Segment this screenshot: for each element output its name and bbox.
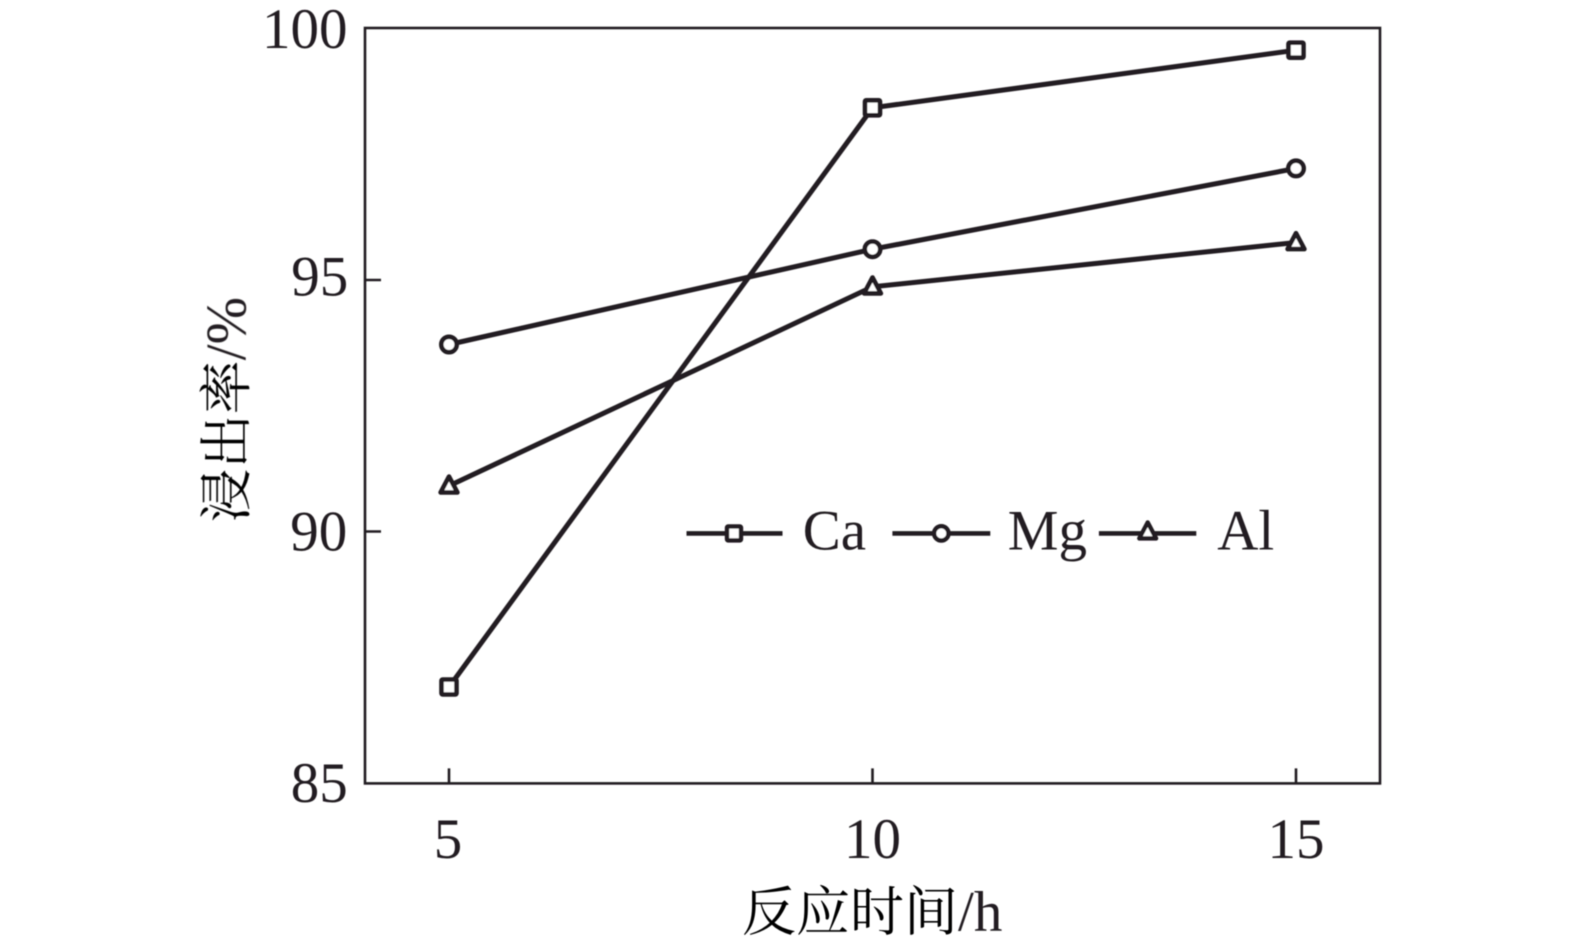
svg-text:/h: /h [958, 881, 1002, 944]
svg-text:/%: /% [195, 297, 258, 360]
svg-text:85: 85 [291, 752, 348, 815]
svg-text:90: 90 [290, 501, 347, 564]
svg-text:Mg: Mg [1008, 500, 1087, 563]
svg-text:Al: Al [1217, 500, 1274, 563]
svg-text:5: 5 [434, 808, 463, 871]
svg-text:Ca: Ca [803, 500, 866, 563]
svg-text:10: 10 [844, 808, 901, 871]
svg-text:100: 100 [262, 0, 348, 61]
svg-text:15: 15 [1268, 808, 1325, 871]
svg-text:95: 95 [291, 246, 348, 309]
